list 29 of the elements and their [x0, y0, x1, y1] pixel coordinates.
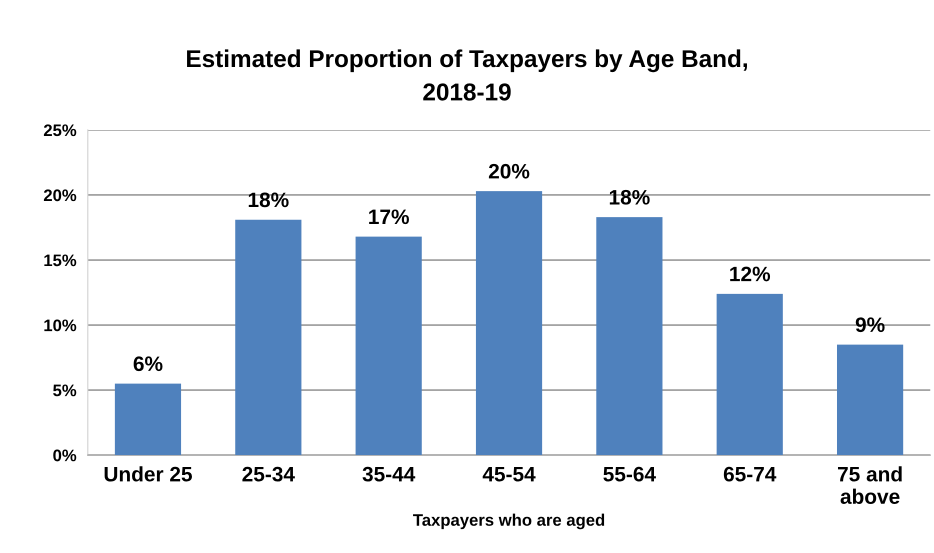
data-label: 18% — [248, 192, 289, 208]
data-label: 17% — [369, 209, 409, 224]
x-tick-label: 55-64 — [603, 466, 656, 482]
y-tick-label: 10% — [44, 319, 76, 332]
y-tick-label: 5% — [53, 384, 76, 396]
data-label: 18% — [610, 190, 650, 205]
bar — [235, 220, 302, 456]
x-axis-title: Taxpayers who are aged — [413, 514, 604, 530]
bar — [114, 384, 182, 456]
data-label: 9% — [856, 317, 885, 332]
x-tick-label: 35-44 — [362, 466, 416, 482]
x-tick-label: 45-54 — [482, 466, 536, 482]
chart-title: Estimated Proportion of Taxpayers by Age Band, 2018-19 — [187, 49, 747, 101]
x-tick-label: 65-74 — [724, 466, 776, 482]
bar — [716, 294, 783, 456]
data-label: 20% — [488, 164, 530, 179]
data-label: 12% — [730, 266, 770, 282]
x-tick-label: 25-34 — [242, 466, 295, 482]
bar — [476, 191, 542, 456]
bar — [596, 217, 662, 456]
bar — [356, 236, 422, 456]
y-tick-label: 0% — [53, 450, 76, 462]
y-tick-label: 15% — [44, 254, 76, 266]
data-label: 6% — [134, 356, 162, 372]
bar — [836, 344, 904, 456]
y-tick-label: 25% — [44, 124, 76, 136]
x-tick-label: Under 25 — [104, 466, 192, 482]
y-tick-label: 20% — [44, 189, 76, 202]
x-tick-label: 75 and above — [838, 466, 902, 504]
